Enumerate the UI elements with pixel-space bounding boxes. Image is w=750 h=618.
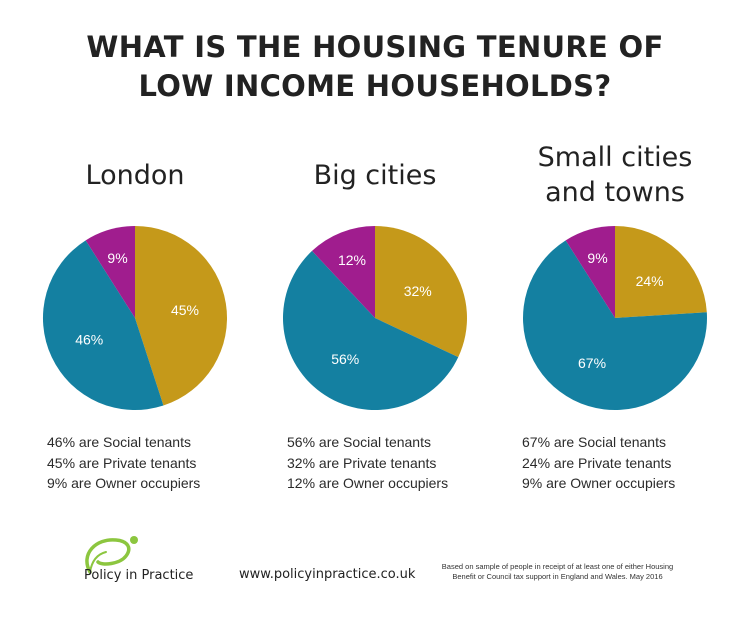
stat-private: 24% are Private tenants — [522, 454, 672, 471]
stat-social: 67% are Social tenants — [522, 434, 666, 450]
stat-private: 32% are Private tenants — [287, 454, 437, 471]
slice-label-private-tenants: 45% — [171, 302, 199, 318]
slice-label-owner-occupiers: 9% — [107, 250, 127, 266]
pie-slice-social-tenants — [523, 240, 708, 410]
pie-slice-owner-occupiers — [312, 226, 375, 318]
chart-panel-big-cities: Big cities 32% 56% 12% 56% are Social tena… — [250, 0, 500, 618]
page-title-line-1: WHAT IS THE HOUSING TENURE OF — [86, 30, 664, 64]
pie-slice-private-tenants — [375, 226, 467, 358]
page-title-line-2: LOW INCOME HOUSEHOLDS? — [138, 69, 612, 103]
chart-title-line-2: and towns — [545, 177, 685, 208]
chart-stats: 56% are Social tenants 32% are Private t… — [287, 432, 448, 494]
policy-in-practice-logo — [85, 536, 138, 574]
chart-stats: 67% are Social tenants 24% are Private t… — [522, 432, 675, 494]
stat-owner: 9% are Owner occupiers — [522, 475, 676, 491]
slice-label-owner-occupiers: 9% — [587, 250, 607, 266]
stat-social: 56% are Social tenants — [287, 434, 431, 450]
slice-label-private-tenants: 24% — [636, 273, 664, 289]
source-note: Based on sample of people in receipt of … — [420, 562, 695, 582]
slice-label-private-tenants: 32% — [404, 283, 432, 299]
chart-title: London — [85, 160, 185, 191]
pie-slice-owner-occupiers — [565, 226, 615, 318]
chart-panel-small-cities: Small cities and towns 24% 67% 9% 67% are … — [490, 0, 740, 618]
pie-chart-london: 45% 46% 9% — [42, 226, 228, 411]
chart-stats: 46% are Social tenants 45% are Private t… — [47, 432, 200, 494]
stat-private: 45% are Private tenants — [47, 454, 197, 471]
stat-owner: 12% are Owner occupiers — [287, 475, 449, 491]
pie-slice-social-tenants — [282, 250, 459, 410]
slice-label-social-tenants: 67% — [578, 355, 606, 371]
chart-title: Big cities — [313, 160, 437, 191]
stat-owner: 9% are Owner occupiers — [47, 475, 201, 491]
source-note-line-2: Benefit or Council tax support in Englan… — [452, 572, 663, 581]
pie-slice-private-tenants — [615, 226, 707, 318]
pie-chart-big-cities: 32% 56% 12% — [282, 226, 467, 410]
slice-label-owner-occupiers: 12% — [338, 252, 366, 268]
pie-slice-owner-occupiers — [85, 226, 135, 318]
slice-label-social-tenants: 56% — [331, 351, 359, 367]
pie-slice-private-tenants — [135, 226, 228, 406]
brand-name: Policy in Practice — [84, 568, 194, 583]
pie-chart-small-cities: 24% 67% 9% — [523, 226, 708, 410]
slice-label-social-tenants: 46% — [75, 332, 103, 348]
source-note-line-1: Based on sample of people in receipt of … — [441, 562, 674, 571]
stat-social: 46% are Social tenants — [47, 434, 191, 450]
website-link[interactable]: www.policyinpractice.co.uk — [239, 567, 416, 582]
chart-panel-london: London 45% 46% 9% 46% are Social tenants 4… — [10, 0, 260, 618]
pie-slice-social-tenants — [42, 240, 164, 411]
chart-title-line-1: Small cities — [537, 142, 693, 173]
